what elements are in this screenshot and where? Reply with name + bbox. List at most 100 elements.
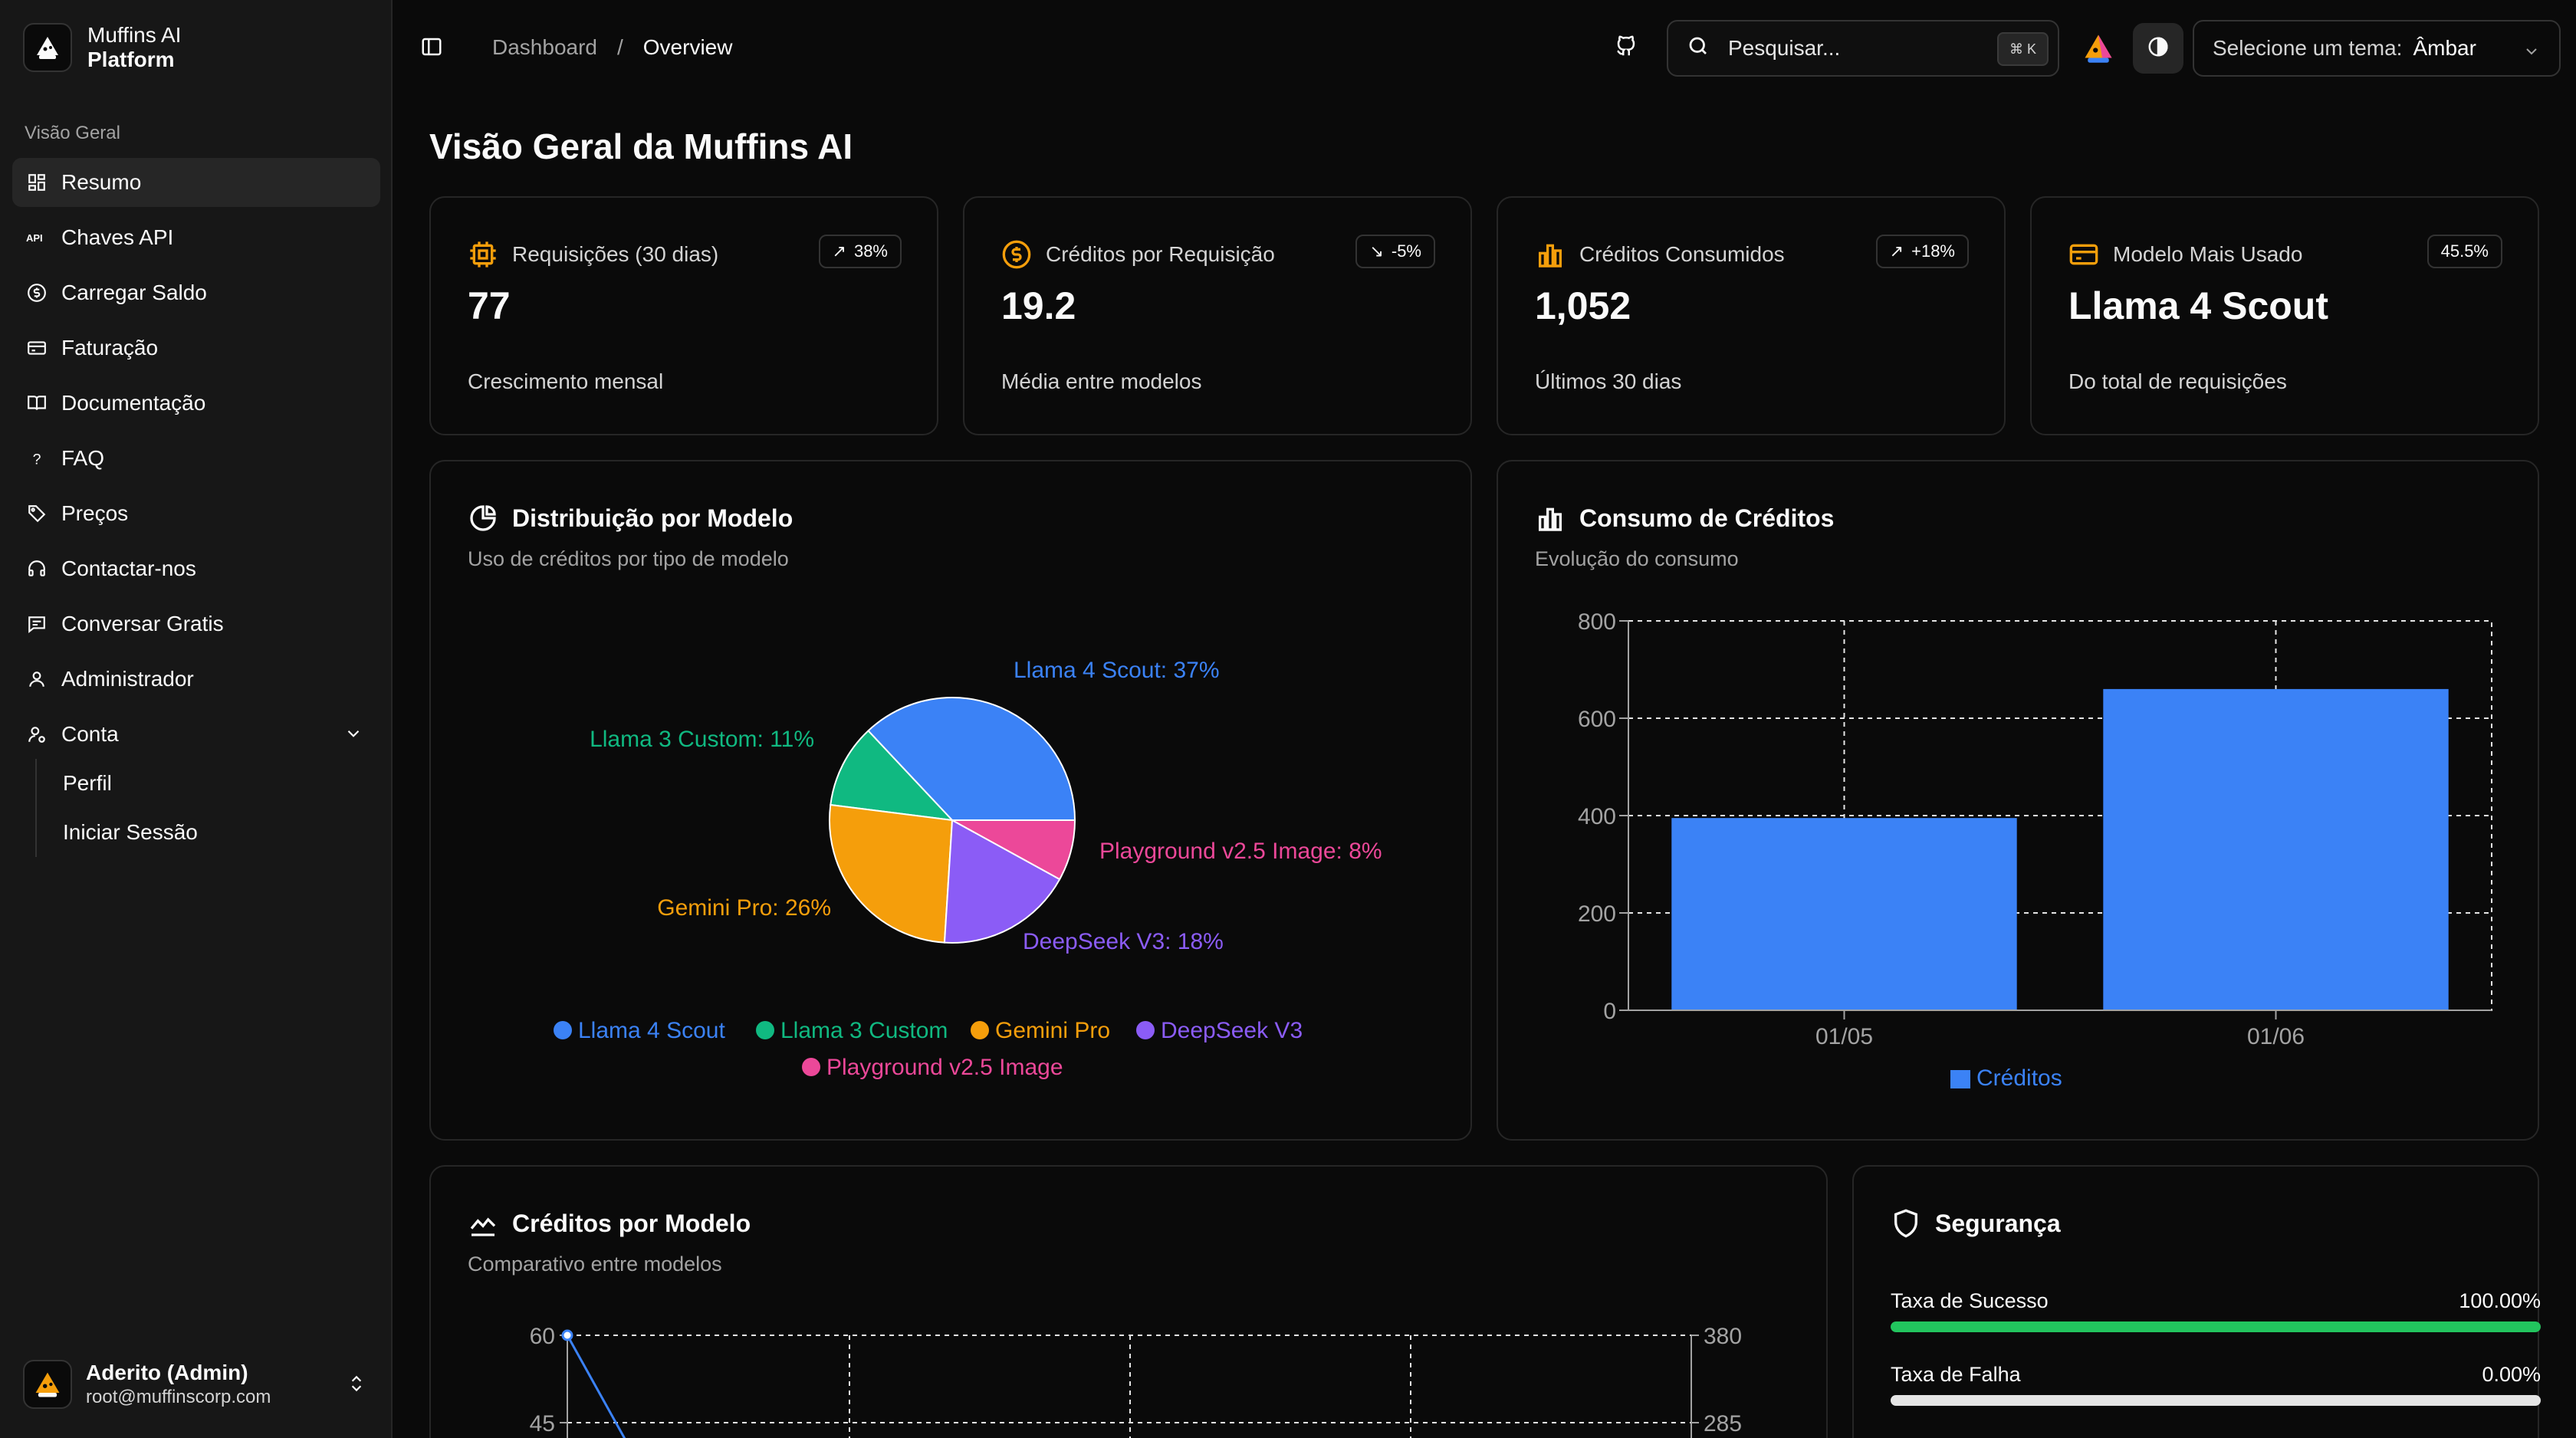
theme-toggle-button[interactable] — [2133, 23, 2183, 74]
y-tick-label: 600 — [1578, 707, 1616, 732]
sidebar-subitem-perfil[interactable]: Perfil — [63, 771, 112, 795]
user-menu[interactable]: Aderito (Admin) root@muffinscorp.com — [23, 1360, 370, 1409]
sidebar-item-carregar-saldo[interactable]: Carregar Saldo — [12, 268, 380, 317]
series-line — [566, 1335, 626, 1438]
credit-card-icon — [26, 337, 48, 359]
kpi-value: Llama 4 Scout — [2068, 284, 2328, 327]
bar-chart-icon — [1535, 239, 1566, 270]
pie-slice[interactable] — [943, 819, 1061, 944]
kpi-subtitle: Crescimento mensal — [468, 369, 664, 393]
legend-label: Llama 3 Custom — [780, 1018, 948, 1043]
chevrons-up-down-icon[interactable] — [347, 1374, 366, 1397]
avatar — [23, 1360, 72, 1409]
kpi-subtitle: Do total de requisições — [2068, 369, 2287, 393]
legend-item[interactable]: Llama 3 Custom — [756, 1018, 948, 1043]
legend-label: Créditos — [1976, 1065, 2062, 1091]
sidebar-item-documentacao[interactable]: Documentação — [12, 379, 380, 428]
user-icon — [26, 668, 48, 690]
legend-item[interactable]: Playground v2.5 Image — [802, 1055, 1063, 1080]
sidebar-item-resumo[interactable]: Resumo — [12, 158, 380, 207]
sidebar-item-faq[interactable]: ? FAQ — [12, 434, 380, 483]
card-icon — [2068, 239, 2099, 270]
line-chart-panel: Créditos por Modelo Comparativo entre mo… — [429, 1165, 1828, 1438]
legend-label: Gemini Pro — [995, 1018, 1110, 1043]
top-avatar[interactable] — [2073, 23, 2124, 74]
kpi-value: 1,052 — [1535, 284, 1631, 327]
x-tick-label: 01/06 — [2247, 1024, 2305, 1049]
search-placeholder: Pesquisar... — [1728, 36, 1841, 60]
legend-label: Playground v2.5 Image — [826, 1055, 1063, 1080]
muffin-logo-icon — [23, 23, 72, 72]
sidebar-item-label: Conversar Gratis — [61, 612, 224, 635]
legend-item[interactable]: Llama 4 Scout — [554, 1018, 725, 1043]
legend-item[interactable]: Créditos — [1950, 1065, 2062, 1091]
legend-swatch — [756, 1021, 774, 1039]
line-chart: 60 45 380 285 — [530, 1324, 1742, 1438]
y-tick-label: 0 — [1603, 999, 1616, 1024]
nav-section-label: Visão Geral — [25, 123, 120, 143]
security-label: Taxa de Sucesso — [1891, 1289, 2049, 1312]
legend-label: DeepSeek V3 — [1161, 1018, 1303, 1043]
sidebar-item-conversar[interactable]: Conversar Gratis — [12, 599, 380, 648]
chevron-down-icon[interactable] — [343, 724, 363, 749]
user-email: root@muffinscorp.com — [86, 1387, 271, 1407]
sidebar-item-contactar[interactable]: Contactar-nos — [12, 544, 380, 593]
panel-subtitle: Uso de créditos por tipo de modelo — [468, 547, 789, 570]
kpi-subtitle: Últimos 30 dias — [1535, 369, 1682, 393]
sidebar: Muffins AI Platform Visão Geral Resumo A… — [0, 0, 393, 1438]
kpi-value: 19.2 — [1001, 284, 1076, 327]
bar-chart: 0 200 400 600 800 01/05 01/06 Créditos — [1578, 609, 2492, 1091]
kpi-badge: 45.5% — [2426, 235, 2502, 268]
dashboard-icon — [26, 172, 48, 193]
sidebar-toggle-icon[interactable] — [420, 35, 443, 62]
panel-title: Consumo de Créditos — [1579, 504, 1835, 532]
y-tick-label-left: 45 — [530, 1411, 555, 1436]
svg-text:?: ? — [33, 451, 41, 468]
sidebar-item-administrador[interactable]: Administrador — [12, 655, 380, 704]
search-input[interactable]: Pesquisar... ⌘ K — [1667, 20, 2059, 77]
sidebar-subitem-iniciar-sessao[interactable]: Iniciar Sessão — [63, 820, 198, 844]
sidebar-item-label: Chaves API — [61, 225, 174, 249]
y-tick-label: 200 — [1578, 901, 1616, 927]
bar-chart-icon — [1535, 503, 1566, 534]
security-panel: Segurança Taxa de Sucesso 100.00% Taxa d… — [1852, 1165, 2541, 1438]
panel-title: Segurança — [1935, 1209, 2061, 1237]
kpi-title: Modelo Mais Usado — [2113, 242, 2303, 266]
breadcrumb-separator: / — [616, 35, 623, 59]
data-point[interactable] — [561, 1329, 573, 1341]
pie-slice[interactable] — [867, 697, 1076, 821]
legend-item[interactable]: DeepSeek V3 — [1136, 1018, 1303, 1043]
sidebar-item-precos[interactable]: Preços — [12, 489, 380, 538]
bar[interactable] — [1671, 818, 2017, 1010]
book-icon — [26, 392, 48, 414]
contrast-icon — [2147, 35, 2170, 62]
security-value: 0.00% — [2482, 1363, 2541, 1386]
sidebar-item-faturacao[interactable]: Faturação — [12, 323, 380, 373]
kpi-value: 77 — [468, 284, 511, 327]
topbar: Dashboard / Overview Pesquisar... ⌘ K Se… — [394, 0, 2576, 98]
theme-select-label: Selecione um tema: — [2213, 36, 2403, 60]
legend-swatch — [554, 1021, 572, 1039]
y-tick-label-right: 285 — [1704, 1411, 1742, 1436]
kpi-badge: ↘ -5% — [1355, 235, 1435, 268]
y-tick-label: 400 — [1578, 804, 1616, 829]
security-value: 100.00% — [2459, 1289, 2541, 1312]
breadcrumb-dashboard[interactable]: Dashboard — [492, 35, 597, 59]
github-icon[interactable] — [1615, 35, 1638, 62]
sidebar-item-chaves-api[interactable]: API Chaves API — [12, 213, 380, 262]
bar[interactable] — [2103, 688, 2449, 1010]
pie-slice[interactable] — [951, 819, 1076, 881]
tag-icon — [26, 503, 48, 524]
pie-slice[interactable] — [830, 729, 955, 822]
brand[interactable]: Muffins AI Platform — [23, 23, 181, 72]
pie-slice[interactable] — [829, 803, 954, 944]
legend-item[interactable]: Gemini Pro — [971, 1018, 1110, 1043]
panel-subtitle: Comparativo entre modelos — [468, 1253, 722, 1275]
legend-label: Llama 4 Scout — [578, 1018, 725, 1043]
panel-subtitle: Evolução do consumo — [1535, 547, 1739, 570]
sidebar-item-conta[interactable]: Conta — [12, 710, 380, 759]
theme-select[interactable]: Selecione um tema: Âmbar — [2193, 20, 2561, 77]
y-tick-label: 800 — [1578, 609, 1616, 635]
kpi-card-requisicoes: Requisições (30 dias) ↗ 38% 77 Cresciment… — [429, 196, 938, 435]
sidebar-item-label: Carregar Saldo — [61, 281, 207, 304]
